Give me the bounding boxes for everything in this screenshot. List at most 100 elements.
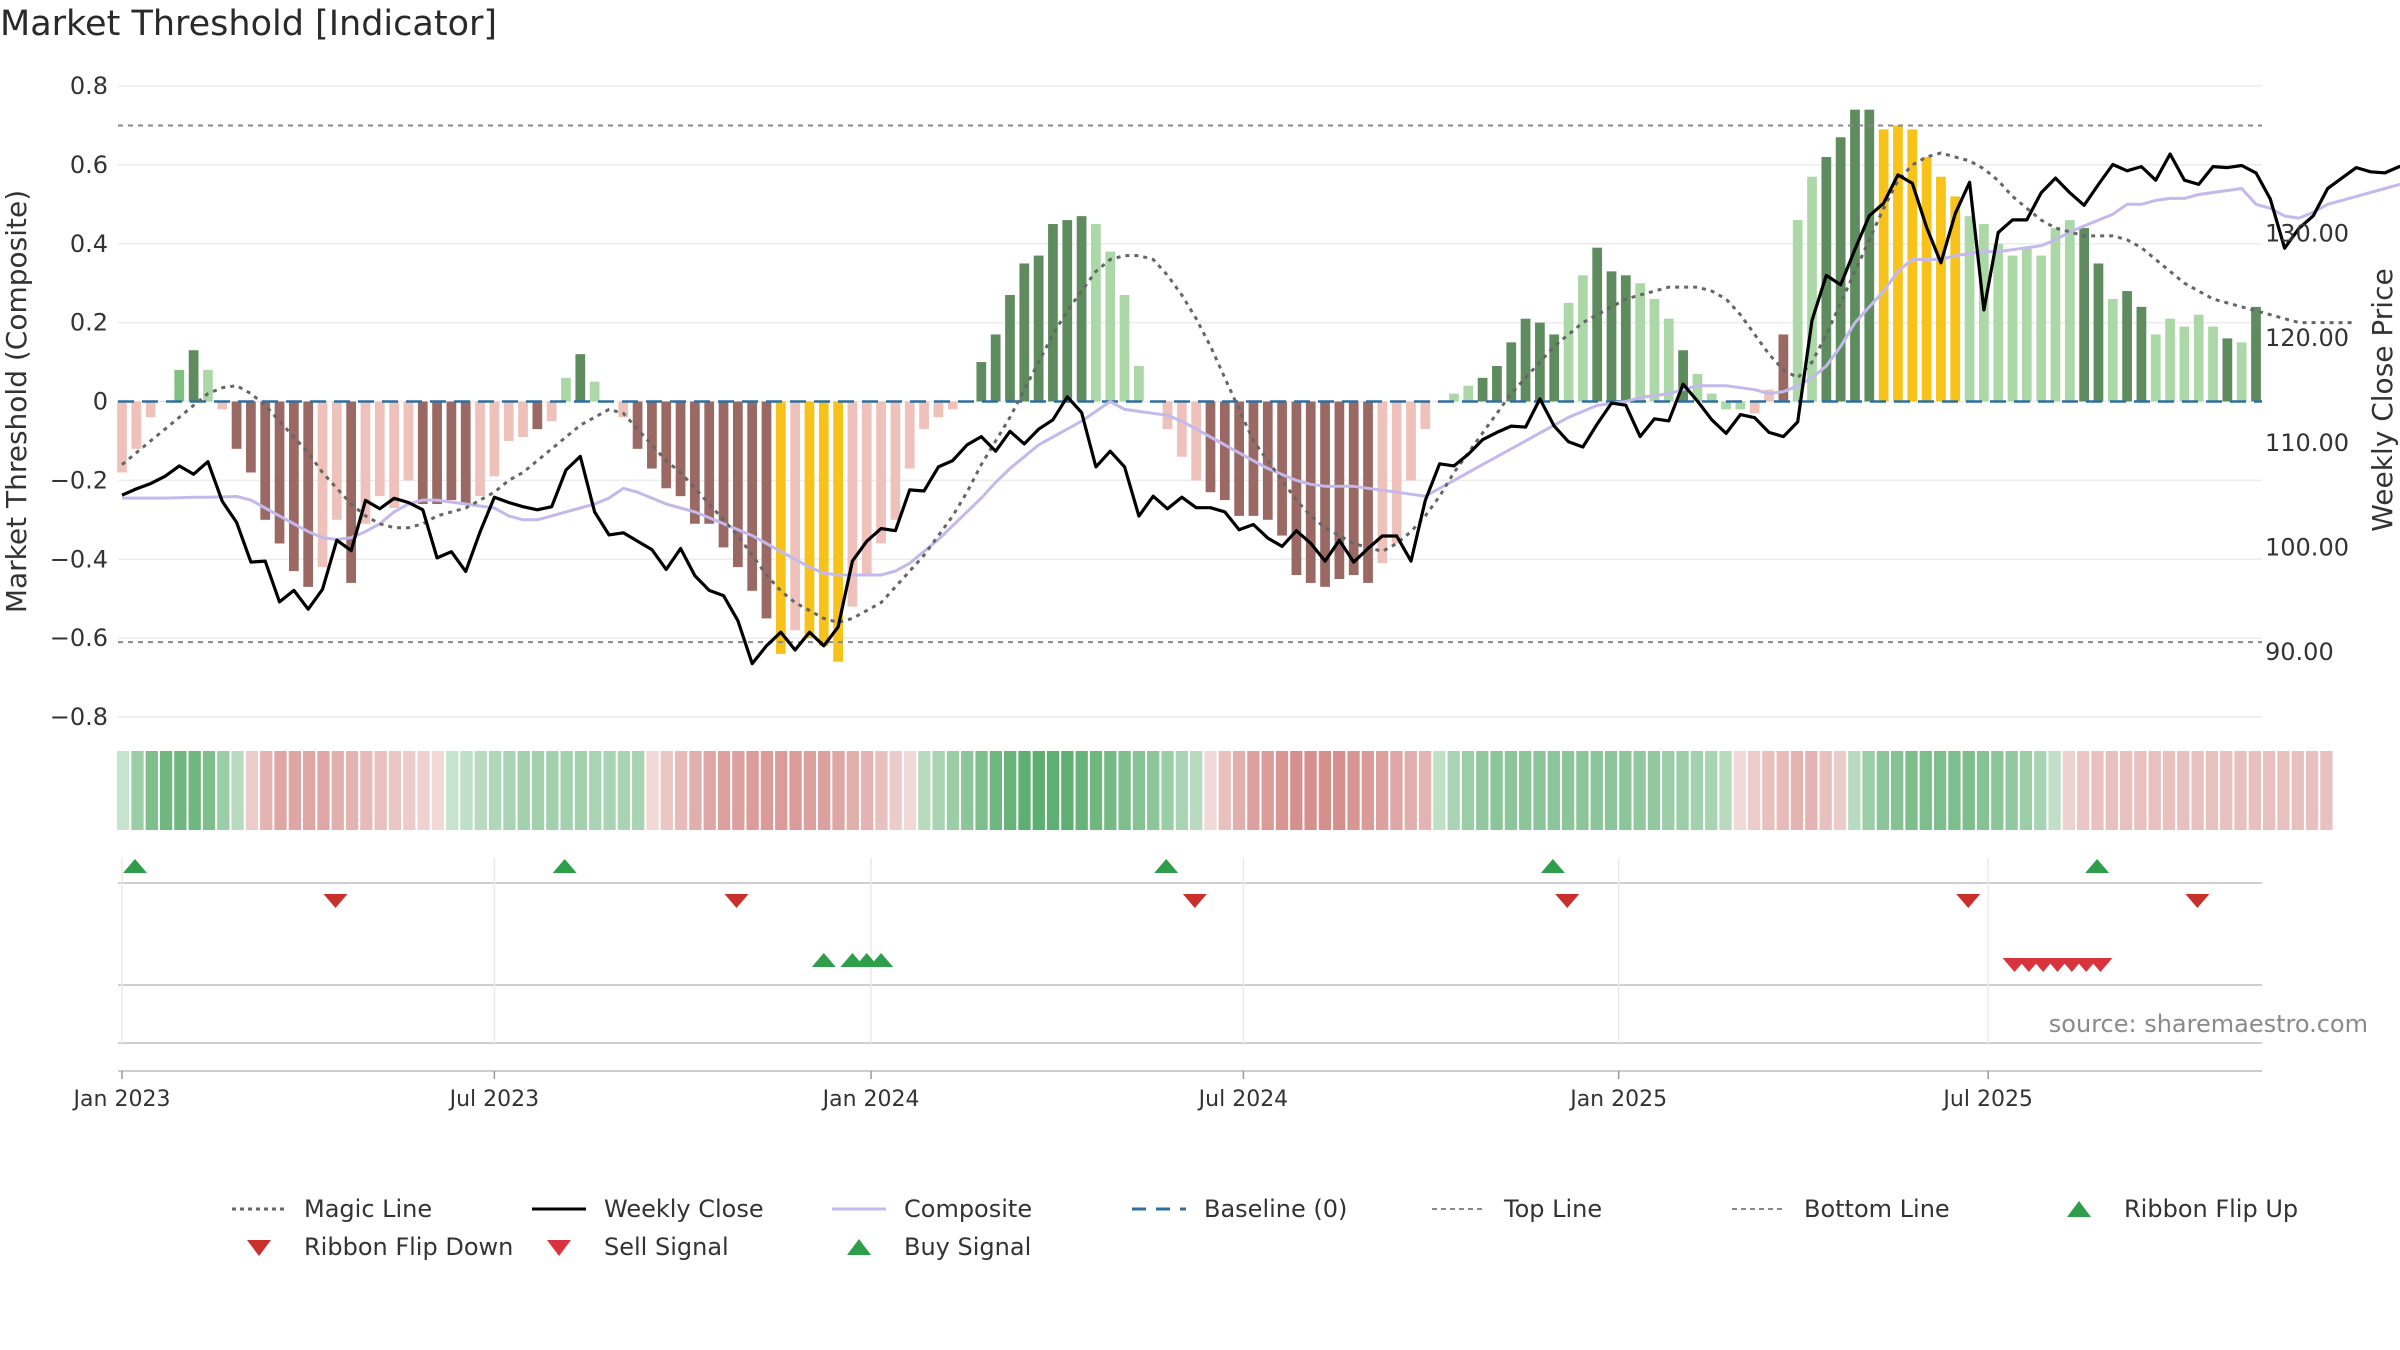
ribbon-cell — [1547, 751, 1560, 830]
composite-bar — [246, 401, 256, 473]
chart-title: Market Threshold [Indicator] — [0, 4, 498, 44]
ribbon-cell — [2019, 751, 2033, 830]
composite-bar — [1678, 350, 1688, 402]
ribbon-cell — [646, 751, 659, 830]
composite-bar — [2050, 227, 2061, 402]
composite-bar — [647, 401, 657, 469]
tri-up-green2-swatch — [847, 1239, 871, 1255]
composite-bar — [117, 401, 127, 473]
ribbon-cell — [1948, 751, 1961, 830]
ribbon-cell — [288, 751, 301, 830]
ribbon-cell — [188, 751, 201, 830]
legend-label: Bottom Line — [1804, 1195, 1950, 1223]
legend-label: Ribbon Flip Up — [2124, 1195, 2299, 1223]
ribbon-cell — [1018, 751, 1031, 830]
legend-item: Baseline (0) — [1130, 1195, 1347, 1223]
ribbon-cell — [1933, 751, 1947, 830]
composite-bar — [1749, 401, 1760, 414]
composite-bar — [833, 401, 843, 662]
x-tick-label: Jul 2025 — [1941, 1087, 2033, 1112]
ribbon-cell — [331, 751, 344, 830]
composite-bar — [1062, 220, 1073, 402]
ribbon-cell — [1418, 751, 1432, 830]
composite-bar — [1979, 224, 1989, 402]
composite-bar — [1305, 401, 1316, 583]
ribbon-cell — [460, 751, 473, 830]
ribbon-cell — [145, 751, 158, 830]
composite-bar — [1234, 401, 1244, 516]
ribbon-cell — [1390, 751, 1403, 830]
ribbon-cell — [889, 751, 902, 830]
ribbon-cell — [131, 751, 144, 830]
legend-label: Ribbon Flip Down — [304, 1233, 514, 1261]
dashed-blue-swatch — [1132, 1207, 1186, 1211]
composite-bar — [260, 401, 271, 520]
left-tick-label: 0.2 — [70, 309, 108, 337]
ribbon-cell — [345, 751, 359, 830]
composite-bar — [1563, 302, 1574, 402]
composite-bar — [1950, 196, 1961, 402]
magic-line — [121, 151, 2357, 624]
composite-bar — [432, 401, 442, 505]
composite-bar — [1205, 401, 1216, 493]
ribbon-cell — [803, 751, 817, 830]
composite-bar — [1377, 401, 1388, 564]
ribbon-cell — [1147, 751, 1160, 830]
composite-bar — [947, 401, 958, 410]
composite-bar — [217, 401, 228, 410]
ribbon-flip-down-marker — [2185, 894, 2210, 908]
composite-bar — [919, 401, 929, 430]
series-lines — [121, 151, 2400, 666]
ribbon-cell — [574, 751, 588, 830]
ribbon-cell — [1504, 751, 1518, 830]
ribbon-cell — [2177, 751, 2190, 830]
ribbon-cell — [1533, 751, 1546, 830]
legend-item: Composite — [830, 1195, 1032, 1223]
composite-bar — [1191, 401, 1202, 481]
composite-bar — [1620, 275, 1631, 402]
composite-bar — [2093, 263, 2104, 402]
composite-bar — [990, 334, 1001, 402]
legend-item: Magic Line — [230, 1195, 432, 1223]
ribbon-cell — [1733, 751, 1746, 830]
composite-bar — [589, 381, 600, 402]
ribbon-cell — [1862, 751, 1875, 830]
ribbon-cell — [1404, 751, 1417, 830]
composite-bar — [1219, 401, 1230, 501]
composite-bar — [1735, 401, 1746, 410]
composite-bar — [360, 401, 371, 524]
composite-bar — [1449, 393, 1459, 402]
composite-bar — [1635, 283, 1646, 402]
legend-label: Baseline (0) — [1204, 1195, 1348, 1223]
ribbon-cell — [1218, 751, 1231, 830]
ribbon-cell — [174, 751, 187, 830]
composite-bar — [1592, 247, 1603, 402]
axes: 0.8 0.6 0.4 0.2 0 −0.2 −0.4 −0.6 −0.8 130.00 120.0… — [0, 72, 2399, 731]
x-axis: Jan 2023 Jul 2023 Jan 2024 Jul 2024 Jan 2025… — [72, 1070, 2262, 1112]
composite-bar — [876, 401, 886, 544]
composite-bar — [1964, 216, 1975, 402]
tri-up-green-swatch — [2067, 1201, 2091, 1217]
ribbon-cell — [2034, 751, 2047, 830]
ribbon-cell — [1891, 751, 1904, 830]
solid-black-swatch — [532, 1207, 586, 1211]
ribbon-cell — [1919, 751, 1932, 830]
ribbon-flip-down-marker — [724, 894, 749, 908]
composite-bar — [2021, 247, 2032, 402]
ribbon-cell — [117, 751, 130, 830]
x-tick-label: Jul 2024 — [1197, 1087, 1289, 1112]
ribbon-cell — [732, 751, 745, 830]
ribbon-cell — [217, 751, 230, 830]
ribbon-cell — [1004, 751, 1017, 830]
composite-bar — [1363, 401, 1373, 583]
composite-line — [122, 182, 2400, 577]
x-tick-label: Jan 2025 — [1568, 1087, 1667, 1112]
ribbon-cell — [1633, 751, 1646, 830]
composite-bar — [1649, 298, 1660, 402]
composite-bar — [890, 401, 901, 520]
ribbon-cell — [517, 751, 530, 830]
ribbon-cell — [1089, 751, 1103, 830]
composite-bar — [489, 401, 500, 477]
ribbon-cell — [1032, 751, 1045, 830]
ribbon-cell — [1061, 751, 1074, 830]
